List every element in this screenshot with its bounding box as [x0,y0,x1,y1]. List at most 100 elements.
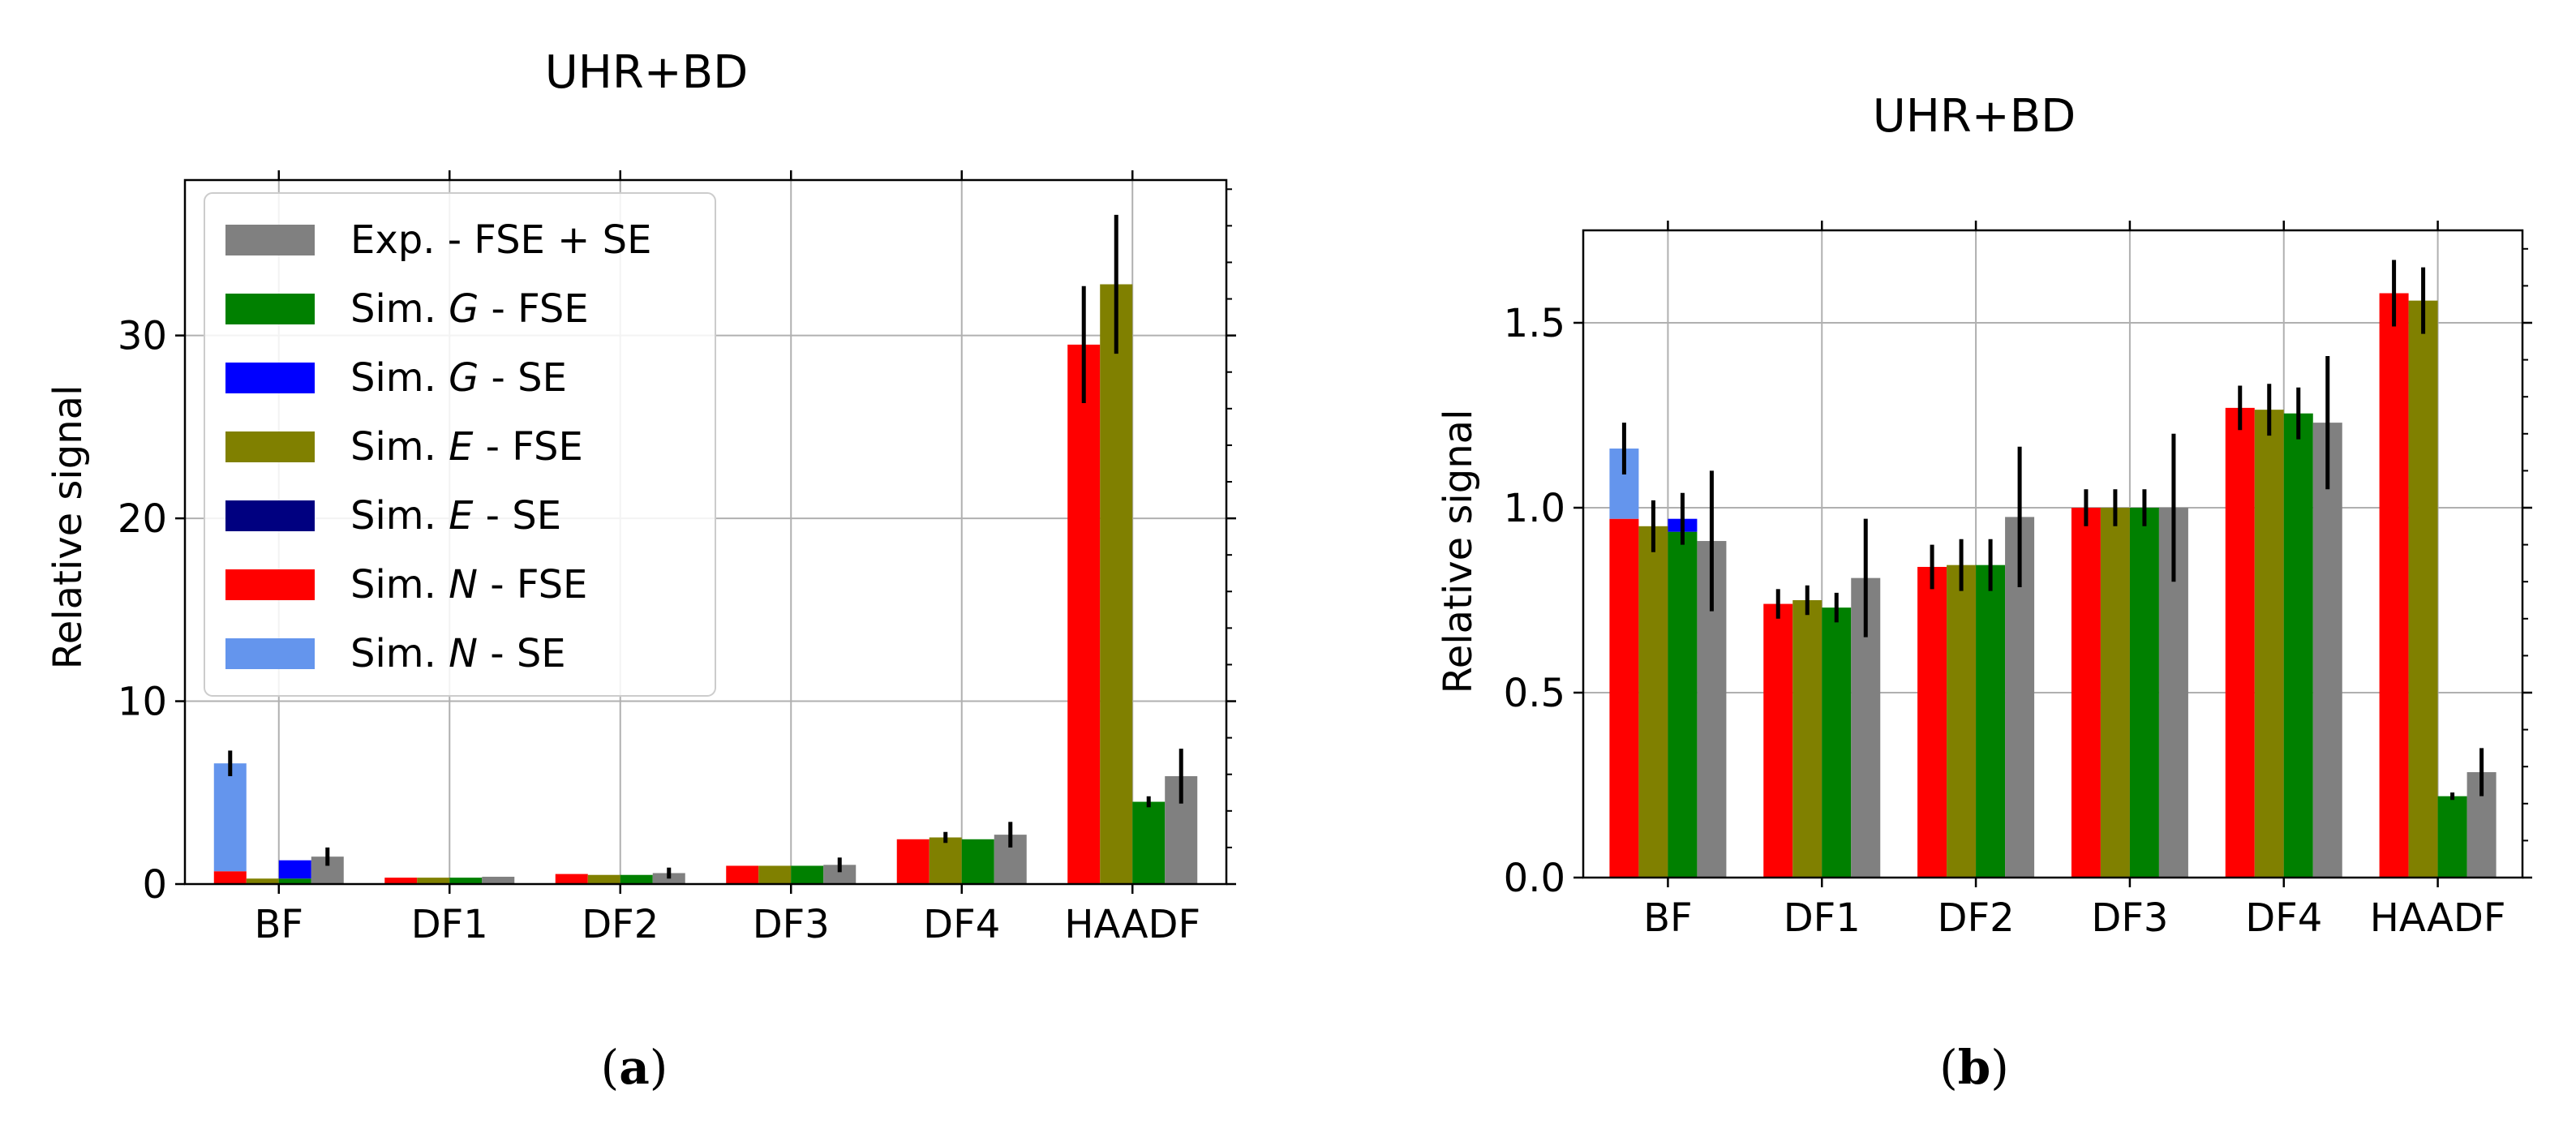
bar [482,876,515,884]
y-tick-label: 30 [118,314,167,359]
bar [2312,423,2342,878]
legend-swatch [225,500,315,531]
bar [929,837,962,884]
legend-swatch [225,225,315,255]
bar [2283,413,2313,878]
chart-title: UHR+BD [1873,90,2076,143]
bar [1132,801,1166,884]
bar [278,878,311,884]
legend-entry: Exp. - FSE + SE [225,217,651,263]
y-axis-label: Relative signal [1436,410,1481,694]
legend-label: Sim. N - FSE [350,562,587,607]
bar [2254,410,2284,878]
y-tick-label: 20 [118,496,167,542]
legend-label: Sim. G - SE [350,355,567,401]
bar [823,865,857,884]
legend-frame [204,192,716,697]
y-tick-label: 10 [118,680,167,725]
bar [213,871,247,884]
legend-entry: Sim. E - SE [225,493,561,539]
bar [1067,344,1101,885]
bar [384,878,418,884]
bar [1668,531,1698,878]
axes [183,178,1228,886]
legend-swatch [225,294,315,324]
x-tick-label: BF [1643,895,1693,941]
bar [449,878,483,884]
y-axis-label: Relative signal [45,385,91,670]
legend-label: Sim. N - SE [350,631,566,676]
legend-entry: Sim. N - FSE [225,562,587,607]
bar [555,874,588,884]
bar [2437,796,2467,878]
bars [213,214,1198,885]
legend-swatch [225,431,315,462]
y-tick-label: 1.5 [1504,301,1565,346]
legend-label: Sim. G - FSE [350,286,589,332]
y-tick-label: 0.5 [1504,671,1565,716]
bar [620,874,653,884]
x-tick-label: DF3 [753,902,830,947]
x-tick-label: DF1 [1784,895,1861,941]
legend-swatch [225,638,315,669]
bar [726,865,759,884]
x-tick-label: DF4 [2245,895,2322,941]
legend-swatch [225,363,315,393]
bar [758,865,792,884]
bar [2071,508,2101,878]
bar [1976,564,2006,878]
x-tick-label: DF2 [582,902,659,947]
x-tick-label: BF [254,902,303,947]
legend-swatch [225,569,315,600]
bar [1792,600,1823,878]
bar [2100,508,2130,878]
bar [587,874,620,884]
x-tick-label: DF1 [411,902,488,947]
bar [417,878,450,884]
panel-label-b: (b) [1939,1040,2009,1095]
legend: Exp. - FSE + SE Sim. G - FSE Sim. G - SE… [204,192,716,697]
y-tick-label: 0 [142,862,167,908]
bar [1100,284,1133,884]
axes [1582,229,2524,879]
legend-entry: Sim. G - SE [225,355,567,401]
legend-entry: Sim. E - FSE [225,424,583,470]
chart-title: UHR+BD [545,46,748,99]
ticks: 0 10 20 30 BF DF1 DF2 DF3 DF4 HAADF [118,170,1236,947]
plot-frame [1582,229,2524,879]
bar [1638,526,1668,878]
y-tick-label: 0.0 [1504,856,1565,901]
bar-se-segment [278,860,311,879]
bar-se-segment [213,763,247,872]
panel-label-a: (a) [601,1040,668,1095]
y-tick-label: 1.0 [1504,486,1565,531]
bar [1947,564,1977,878]
x-tick-label: HAADF [2370,895,2506,941]
bar [2129,508,2159,878]
legend-label: Exp. - FSE + SE [350,217,651,263]
bar [1763,603,1793,878]
legend-label: Sim. E - FSE [350,424,583,470]
x-tick-label: HAADF [1064,902,1200,947]
chart-panel-a: UHR+BD Relative signal 0 10 20 30 BF DF1 DF2 DF… [45,46,1236,1095]
legend-entry: Sim. N - SE [225,631,566,676]
ticks: 0.0 0.5 1.0 1.5 BF DF1 DF2 DF3 DF4 HAADF [1504,221,2532,941]
x-tick-label: DF2 [1938,895,2015,941]
bar [896,839,930,884]
bar [2379,293,2409,878]
bar [2408,300,2438,878]
bar [2225,407,2255,878]
bar [1822,607,1852,878]
bar [791,865,824,884]
chart-panel-b: UHR+BD Relative signal 0.0 0.5 1.0 1.5 BF DF1… [1436,90,2532,1095]
bars [1609,260,2497,878]
legend-entry: Sim. G - FSE [225,286,589,332]
legend-label: Sim. E - SE [350,493,561,539]
bar [1917,566,1947,878]
bar [1609,518,1639,878]
x-tick-label: DF4 [923,902,1000,947]
plot-frame [183,178,1228,886]
x-tick-label: DF3 [2091,895,2168,941]
bar [246,878,279,884]
